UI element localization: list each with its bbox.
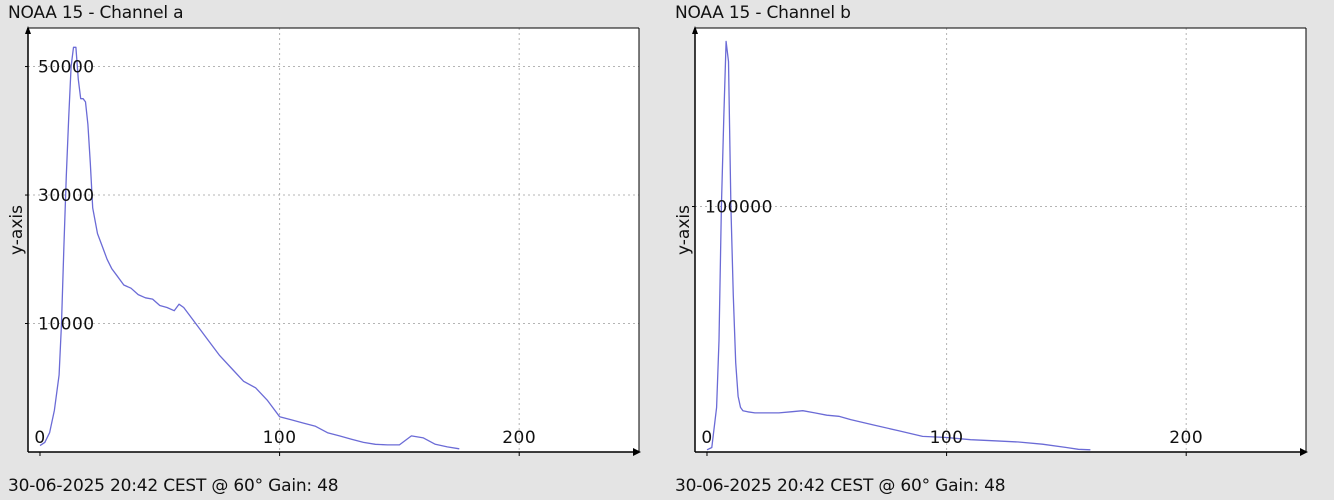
x-tick-label: 100 <box>263 428 297 448</box>
y-axis-arrow <box>25 26 31 34</box>
x-tick-label: 200 <box>502 428 536 448</box>
line-chart-a: 0 100 200 10000 30000 50000 y-axis <box>7 26 641 456</box>
x-tick-label: 0 <box>701 428 712 448</box>
y-axis-label: y-axis <box>674 205 694 255</box>
y-tick-label: 10000 <box>38 315 95 335</box>
y-tick-label: 50000 <box>38 58 95 78</box>
y-tick-label: 100000 <box>705 198 773 218</box>
x-tick-label: 100 <box>930 428 964 448</box>
capture-info: 30-06-2025 20:42 CEST @ 60° Gain: 48 <box>8 476 339 496</box>
plot-area <box>695 28 1306 452</box>
chart-title: NOAA 15 - Channel a <box>8 3 184 23</box>
x-tick-label: 200 <box>1169 428 1203 448</box>
series-line <box>706 40 1091 451</box>
y-axis-arrow <box>692 26 698 34</box>
plot-area <box>28 28 639 452</box>
y-tick-label: 30000 <box>38 186 95 206</box>
x-tick-label: 0 <box>34 428 45 448</box>
chart-panel-b: NOAA 15 - Channel b 0 100 200 100000 y-axis … <box>667 0 1334 500</box>
series-line <box>39 46 460 450</box>
capture-info: 30-06-2025 20:42 CEST @ 60° Gain: 48 <box>675 476 1006 496</box>
x-axis-arrow <box>1300 448 1308 456</box>
chart-title: NOAA 15 - Channel b <box>675 3 851 23</box>
x-axis-arrow <box>633 448 641 456</box>
y-axis-label: y-axis <box>7 205 27 255</box>
chart-panel-a: NOAA 15 - Channel a 0 100 200 10000 30000 500… <box>7 3 641 496</box>
line-chart-b: 0 100 200 100000 y-axis <box>674 26 1308 456</box>
